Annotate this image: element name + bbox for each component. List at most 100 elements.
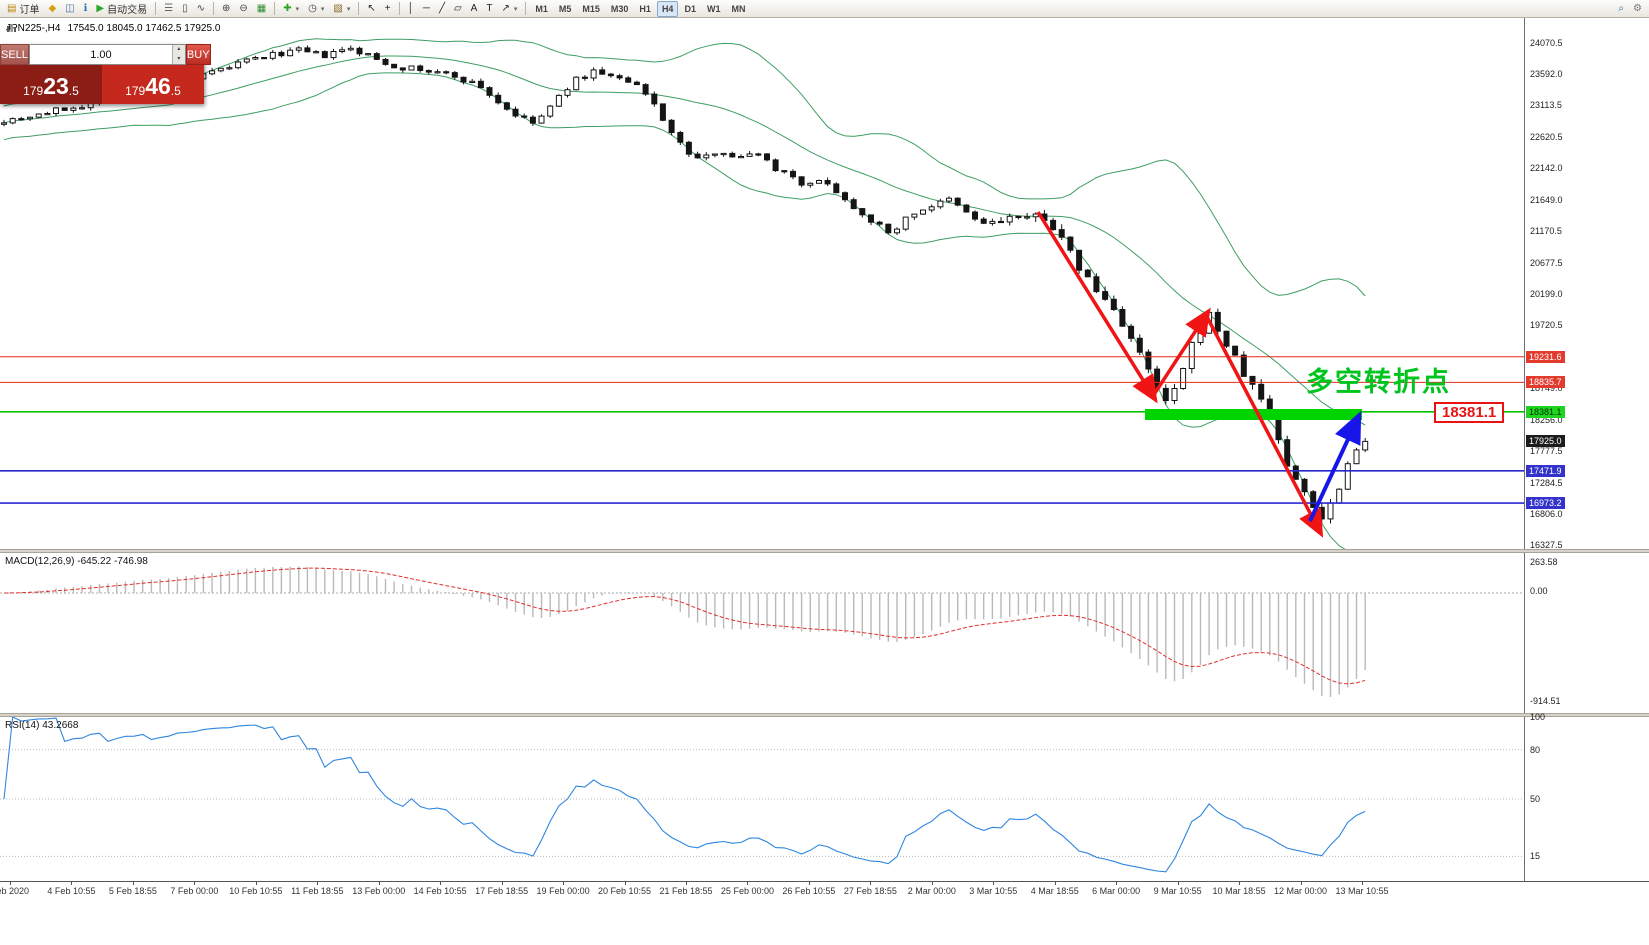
tf-mn-label: MN [731, 3, 746, 14]
panel-separator[interactable] [0, 713, 1649, 717]
zoom-in-button[interactable]: ⊕ [218, 1, 234, 17]
rsi-axis[interactable]: 100 80 50 15 [1524, 712, 1648, 881]
timeframe-h1[interactable]: H1 [634, 1, 656, 17]
search-icon: ⌕ [1618, 2, 1625, 14]
tf-h4-label: H4 [661, 3, 674, 14]
time-axis-label: 10 Mar 18:55 [1212, 886, 1266, 896]
time-axis-label: 13 Feb 00:00 [352, 886, 406, 896]
price-axis[interactable]: 24070.5 23592.0 23113.5 22620.5 22142.0 21649… [1524, 18, 1648, 550]
ask-price-digits: .5 [170, 84, 181, 98]
macd-tick: 263.58 [1530, 557, 1558, 567]
volume-decrease-button[interactable]: ▾ [172, 54, 185, 64]
time-axis-label: 5 Feb 18:55 [108, 886, 157, 896]
toolbar-separator [358, 2, 360, 15]
macd-tick: 0.00 [1530, 586, 1548, 596]
toolbar-separator [398, 2, 400, 15]
macd-panel[interactable]: MACD(12,26,9) -645.22 -746.98 263.58 0.00… [0, 553, 1649, 713]
price-level-badge: 18381.1 [1526, 405, 1565, 418]
chart-line-button[interactable]: ∿ [193, 1, 209, 17]
timeframe-h4[interactable]: H4 [656, 0, 679, 17]
indicators-button[interactable]: ✚ ▾ [279, 1, 303, 17]
time-axis-label: 7 Feb 00:00 [170, 886, 219, 896]
rsi-tick: 80 [1530, 744, 1541, 755]
timeframe-mn[interactable]: MN [726, 1, 750, 17]
macd-label: MACD(12,26,9) -645.22 -746.98 [5, 556, 148, 567]
rsi-label: RSI(14) 43.2668 [5, 720, 79, 731]
timeframe-d1[interactable]: D1 [679, 1, 701, 17]
bid-price-digits: 179 [23, 84, 44, 98]
vertical-line-icon: │ [407, 2, 414, 14]
periods-button[interactable]: ◷ ▾ [304, 1, 328, 17]
timeframe-m15[interactable]: M15 [577, 1, 605, 17]
candlestick-chart[interactable] [0, 18, 1649, 549]
timeframe-w1[interactable]: W1 [702, 1, 726, 17]
macd-tick: -914.51 [1530, 696, 1561, 706]
price-tick: 23113.5 [1530, 100, 1562, 111]
rsi-tick: 15 [1530, 851, 1541, 862]
timeframe-m30[interactable]: M30 [606, 1, 634, 17]
time-tick [1239, 882, 1241, 885]
text-button[interactable]: A [467, 1, 482, 17]
new-order-button[interactable]: ▤ 订单 [3, 1, 43, 17]
profiles-button[interactable]: ◆ [44, 1, 60, 17]
time-tick [71, 882, 73, 885]
sell-button[interactable]: SELL [0, 44, 29, 65]
chart-candles-button[interactable]: ▯ [178, 1, 192, 17]
chart-panel[interactable]: JPN225-,H4 17545.0 18045.0 17462.5 17925… [0, 18, 1649, 550]
trendline-button[interactable]: ╱ [435, 1, 449, 17]
price-level-badge: 16973.2 [1526, 497, 1565, 510]
buy-button[interactable]: BUY [185, 44, 211, 65]
timeframe-m5[interactable]: M5 [554, 1, 577, 17]
text-label-button[interactable]: T [482, 1, 496, 17]
equidistant-channel-button[interactable]: ▱ [450, 1, 466, 17]
indicators-caret-icon: ▾ [295, 5, 300, 13]
chart-line-icon: ∿ [196, 2, 205, 14]
price-tick: 21649.0 [1530, 194, 1563, 205]
alerts-icon: ℹ [83, 2, 88, 14]
panel-separator[interactable] [0, 549, 1649, 553]
ask-price-digits: 46 [145, 73, 171, 100]
price-level-badge: 18835.7 [1526, 376, 1565, 389]
toolbar-separator [525, 2, 527, 15]
volume-increase-button[interactable]: ▴ [172, 45, 185, 55]
arrow-tools-button[interactable]: ↗ ▾ [497, 1, 521, 17]
vertical-line-button[interactable]: │ [404, 1, 418, 17]
time-tick [1177, 882, 1179, 885]
time-tick [317, 882, 319, 885]
templates-button[interactable]: ▧ ▾ [329, 1, 354, 17]
horizontal-line-button[interactable]: ─ [419, 1, 434, 17]
auto-trading-button[interactable]: ▶ 自动交易 [92, 1, 151, 17]
rsi-panel[interactable]: RSI(14) 43.2668 100 80 50 15 [0, 712, 1649, 881]
time-tick [10, 882, 11, 885]
current-price-badge: 17925.0 [1526, 435, 1565, 448]
price-tick: 21170.5 [1530, 226, 1562, 236]
price-level-callout: 18381.1 [1434, 402, 1505, 423]
price-tick: 24070.5 [1530, 38, 1563, 48]
zoom-out-button[interactable]: ⊖ [235, 1, 251, 17]
time-axis[interactable]: Feb 2020 4 Feb 10:55 5 Feb 18:55 7 Feb 00:0… [0, 881, 1649, 900]
profiles-icon: ◆ [48, 2, 57, 14]
chart-bars-button[interactable]: ☰ [160, 1, 177, 17]
time-axis-label: 21 Feb 18:55 [659, 886, 713, 896]
bid-price[interactable]: 179 23.5 [0, 65, 102, 104]
settings-icon: ⚙ [1633, 2, 1642, 14]
macd-axis[interactable]: 263.58 0.00 -914.51 [1524, 553, 1648, 713]
timeframe-m1[interactable]: M1 [530, 1, 553, 17]
grid-button[interactable]: ▦ [253, 1, 270, 17]
alerts-button[interactable]: ℹ [80, 1, 92, 17]
volume-input[interactable] [29, 45, 172, 64]
price-tick: 17284.5 [1530, 477, 1563, 488]
print-button[interactable]: ◫ [61, 1, 78, 17]
arrow-tools-caret-icon: ▾ [513, 5, 518, 13]
time-axis-label: 4 Feb 10:55 [47, 886, 96, 896]
ask-price[interactable]: 179 46.5 [102, 65, 204, 104]
cursor-button[interactable]: ↖ [363, 1, 379, 17]
search-button[interactable]: ⌕ [1614, 1, 1628, 17]
settings-button[interactable]: ⚙ [1629, 1, 1646, 17]
periods-icon: ◷ [308, 2, 317, 14]
auto-trading-icon: ▶ [96, 2, 105, 14]
volume-spinner: ▴ ▾ [171, 45, 185, 64]
price-tick: 16327.5 [1530, 539, 1563, 550]
time-tick [501, 882, 503, 885]
crosshair-button[interactable]: + [381, 1, 395, 17]
